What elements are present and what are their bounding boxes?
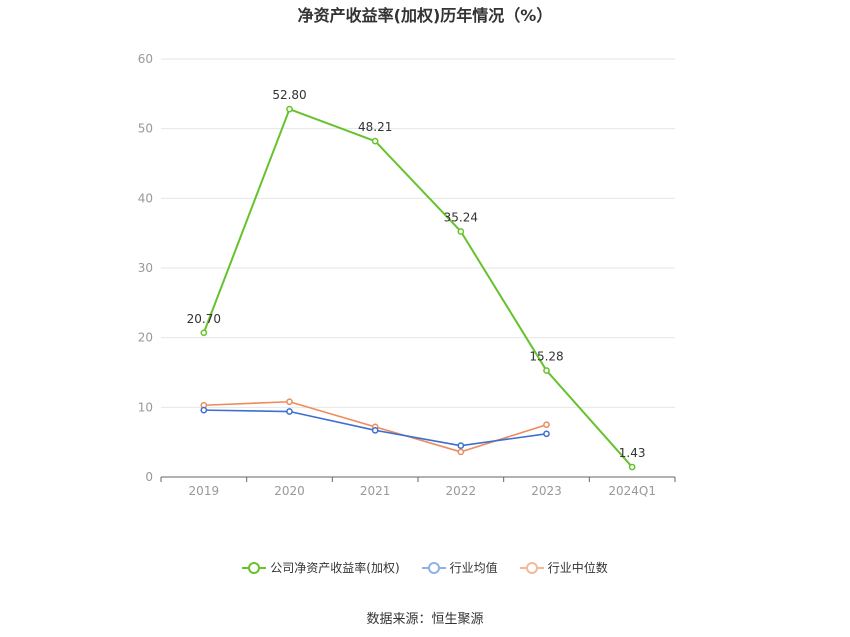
y-tick-label: 20 bbox=[138, 331, 153, 345]
chart-plot: 0 10 20 30 40 50 60 2019 2020 2021 2022 2023 2024Q1 2… bbox=[138, 52, 676, 498]
data-source: 数据来源：恒生聚源 bbox=[366, 612, 484, 627]
data-label-company: 35.24 bbox=[444, 210, 478, 224]
y-tick-label: 10 bbox=[138, 400, 153, 414]
legend-label-median: 行业中位数 bbox=[547, 561, 608, 575]
data-point-avg bbox=[543, 430, 550, 438]
x-tick-label: 2022 bbox=[446, 484, 477, 498]
data-label-company: 48.21 bbox=[358, 120, 392, 134]
legend-label-avg: 行业均值 bbox=[449, 561, 498, 575]
x-tick-label: 2023 bbox=[531, 484, 562, 498]
legend-item-avg[interactable]: 行业均值 bbox=[421, 559, 498, 576]
y-tick-label: 0 bbox=[145, 470, 153, 484]
data-point-median bbox=[286, 398, 293, 406]
legend-item-company[interactable]: 公司净资产收益率(加权) bbox=[242, 559, 400, 576]
legend-swatch-avg bbox=[421, 561, 446, 574]
y-tick-label: 50 bbox=[138, 122, 153, 136]
legend-label-company: 公司净资产收益率(加权) bbox=[270, 561, 400, 575]
data-label-company: 1.43 bbox=[619, 446, 646, 460]
data-label-company: 52.80 bbox=[272, 88, 306, 102]
series-line-company bbox=[202, 108, 633, 468]
y-tick-label: 60 bbox=[138, 52, 153, 66]
data-point-avg bbox=[286, 408, 293, 415]
data-point-company bbox=[286, 105, 293, 113]
data-point-median bbox=[457, 448, 465, 456]
data-point-median bbox=[543, 421, 550, 429]
data-point-company bbox=[200, 329, 208, 337]
data-point-company bbox=[371, 137, 379, 145]
data-point-avg bbox=[457, 442, 465, 449]
x-tick-label: 2019 bbox=[189, 484, 220, 498]
legend: 公司净资产收益率(加权) 行业均值 行业中位数 bbox=[0, 559, 850, 576]
legend-swatch-company bbox=[242, 561, 267, 574]
data-point-avg bbox=[200, 406, 208, 414]
x-tick-label: 2020 bbox=[274, 484, 305, 498]
data-point-company bbox=[457, 228, 465, 235]
data-label-company: 20.70 bbox=[187, 312, 221, 326]
chart-title: 净资产收益率(加权)历年情况（%） bbox=[297, 6, 553, 25]
legend-item-median[interactable]: 行业中位数 bbox=[519, 559, 608, 576]
legend-swatch-median bbox=[519, 561, 544, 574]
data-point-company bbox=[628, 463, 636, 471]
x-tick-label: 2024Q1 bbox=[608, 484, 656, 498]
x-tick-label: 2021 bbox=[360, 484, 391, 498]
y-tick-label: 30 bbox=[138, 261, 153, 275]
data-point-avg bbox=[371, 426, 379, 434]
data-point-company bbox=[543, 367, 550, 374]
data-label-company: 15.28 bbox=[529, 350, 563, 364]
y-tick-label: 40 bbox=[138, 191, 153, 205]
